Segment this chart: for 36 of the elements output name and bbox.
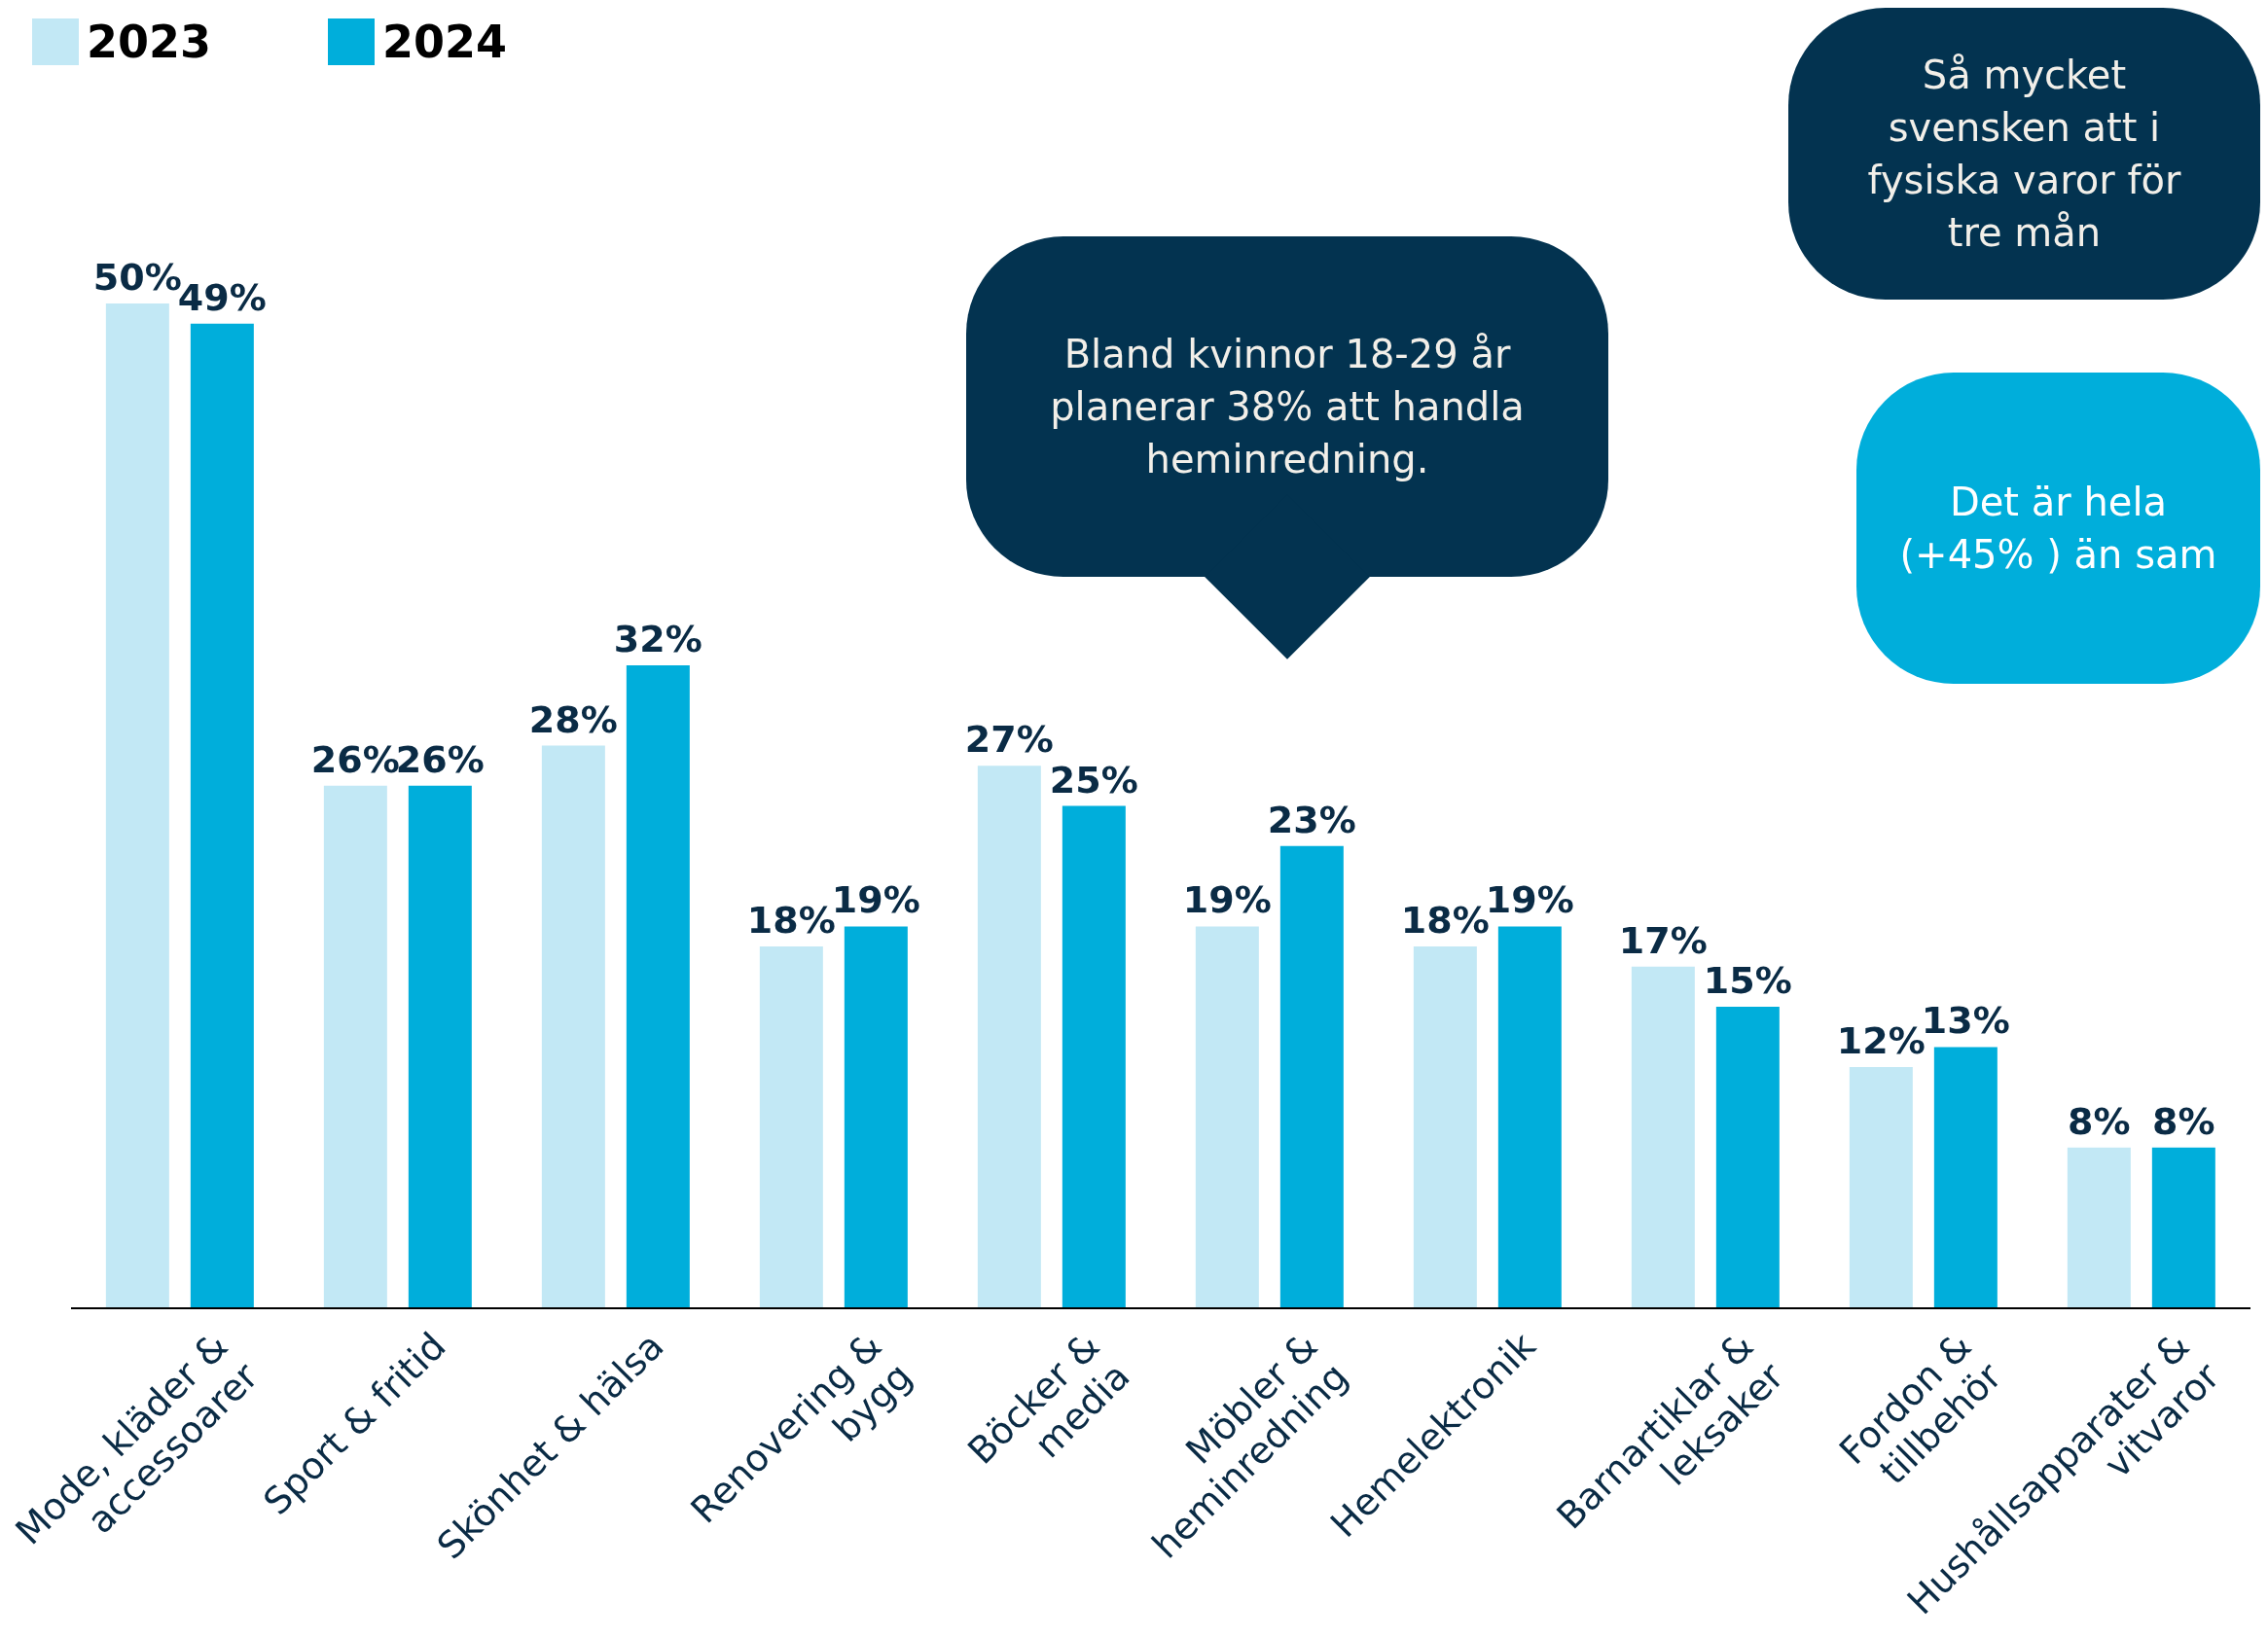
data-label: 12% [1836, 1019, 1926, 1063]
bar [759, 946, 823, 1308]
bar [1413, 946, 1477, 1308]
bar [1279, 845, 1344, 1308]
bar [1195, 926, 1259, 1308]
bar [844, 926, 908, 1308]
data-label: 19% [1182, 878, 1272, 922]
annotation: Bland kvinnor 18-29 år planerar 38% att handla heminredning. [1050, 331, 1525, 483]
data-label: 8% [2068, 1099, 2131, 1143]
bar [1849, 1067, 1913, 1308]
data-label: 17% [1618, 918, 1708, 962]
data-label: 8% [2152, 1099, 2215, 1143]
legend-label: 2023 [87, 16, 212, 68]
data-label: 15% [1703, 959, 1792, 1003]
legend-label: 2024 [382, 16, 508, 68]
bar [626, 664, 690, 1308]
bar [541, 745, 605, 1308]
annotation: Det är hela (+45% ) än sam [1899, 479, 2217, 579]
bar [1933, 1047, 1998, 1308]
bar [1715, 1007, 1780, 1308]
bar [1631, 966, 1695, 1308]
data-label: 18% [746, 899, 836, 943]
bar [2151, 1147, 2215, 1308]
bar [1062, 805, 1126, 1308]
bar [2067, 1147, 2131, 1308]
bar [977, 766, 1041, 1308]
bar [105, 303, 169, 1308]
data-label: 23% [1267, 798, 1356, 841]
text: Så mycket svensken att i fysiska varor för tre mån [1867, 52, 2181, 257]
bar [1497, 926, 1562, 1308]
bar [323, 785, 387, 1308]
data-label: 18% [1400, 899, 1490, 943]
bar [190, 323, 254, 1308]
data-label: 28% [528, 697, 618, 741]
bar [408, 785, 472, 1308]
data-label: 32% [613, 617, 702, 660]
